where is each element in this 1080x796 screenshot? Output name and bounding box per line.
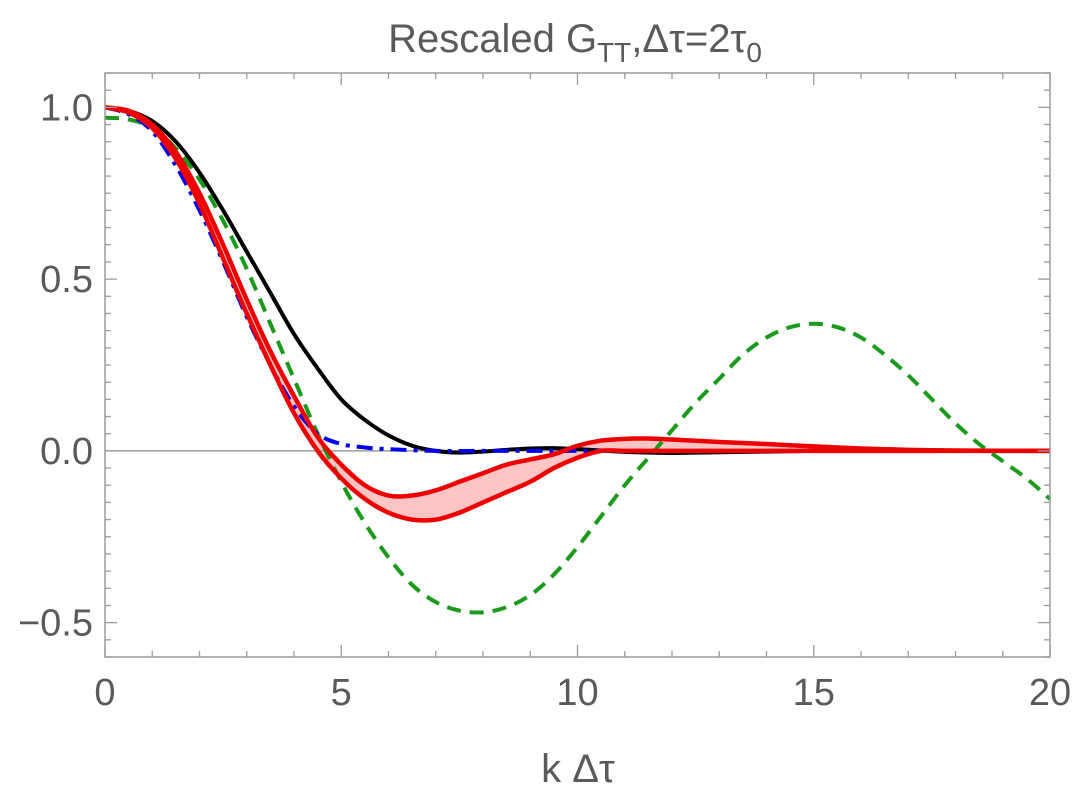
series-layer bbox=[104, 105, 1052, 615]
x-tick-label: 5 bbox=[331, 672, 352, 714]
series-line-black-solid bbox=[104, 105, 1050, 455]
series-line-blue-dashdot bbox=[104, 105, 1050, 454]
series-line-green-dashed bbox=[104, 115, 1052, 615]
y-tick-label: 0.5 bbox=[40, 259, 93, 301]
chart-title: Rescaled GTT,Δτ=2τ0 bbox=[388, 17, 762, 68]
x-tick-label: 10 bbox=[556, 672, 598, 714]
x-tick-label: 0 bbox=[94, 672, 115, 714]
x-tick-label: 15 bbox=[793, 672, 835, 714]
ticks-layer: 0 5 10 15 20 1.0 0.5 0.0 −0.5 bbox=[18, 72, 1071, 714]
y-tick-label: −0.5 bbox=[18, 603, 93, 645]
y-tick-label: 1.0 bbox=[40, 87, 93, 129]
series-line-red-upper bbox=[104, 105, 1051, 499]
y-tick-label: 0.0 bbox=[40, 431, 93, 473]
plot-frame bbox=[104, 72, 1051, 658]
x-tick-label: 20 bbox=[1029, 672, 1071, 714]
series-line-red-lower bbox=[104, 105, 1050, 523]
x-axis-label: k Δτ bbox=[541, 747, 615, 791]
